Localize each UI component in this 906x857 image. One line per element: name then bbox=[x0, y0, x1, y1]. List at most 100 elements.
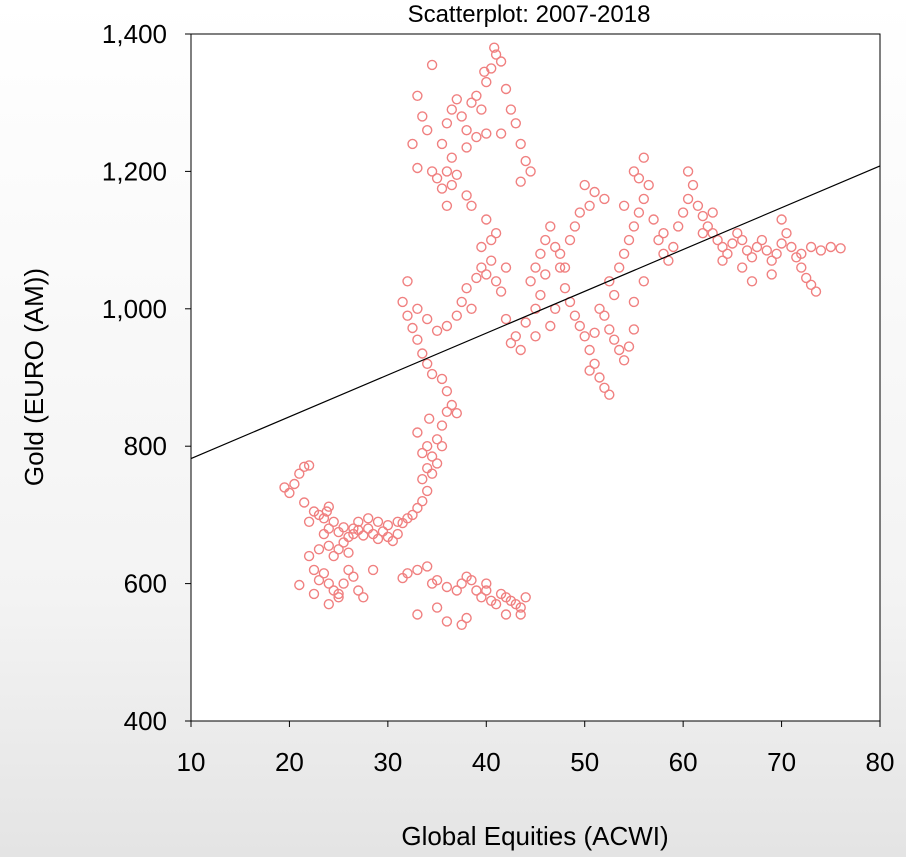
data-point bbox=[412, 609, 423, 620]
data-point bbox=[461, 283, 472, 294]
data-point bbox=[436, 441, 448, 452]
data-point bbox=[441, 616, 453, 627]
data-point bbox=[658, 227, 669, 239]
data-point bbox=[707, 207, 718, 218]
data-point bbox=[343, 564, 354, 576]
data-point bbox=[313, 544, 325, 555]
data-point bbox=[441, 406, 453, 417]
data-point bbox=[825, 241, 836, 253]
data-point bbox=[481, 578, 492, 589]
data-point bbox=[431, 173, 443, 184]
chart-title: Scatterplot: 2007-2018 bbox=[408, 1, 651, 28]
data-point bbox=[599, 193, 610, 205]
data-point bbox=[545, 320, 556, 332]
data-point bbox=[308, 588, 320, 600]
data-point bbox=[589, 358, 600, 369]
axis-ticks: 10 20 30 40 50 60 70 80 400 600 800 1,000 1,200 1,400 bbox=[102, 19, 895, 777]
data-point bbox=[431, 434, 443, 445]
data-point bbox=[530, 262, 541, 273]
data-point bbox=[574, 320, 585, 332]
y-tick-label: 600 bbox=[124, 569, 167, 599]
data-point bbox=[490, 49, 502, 60]
data-point bbox=[697, 227, 708, 239]
data-point bbox=[372, 516, 384, 527]
data-point bbox=[338, 537, 349, 548]
data-point bbox=[407, 138, 418, 150]
data-point bbox=[810, 286, 822, 297]
data-point bbox=[446, 399, 457, 411]
data-point bbox=[614, 344, 625, 356]
data-point bbox=[692, 200, 704, 212]
data-point bbox=[466, 575, 477, 586]
data-point bbox=[495, 56, 507, 67]
data-point bbox=[776, 214, 787, 225]
data-point bbox=[638, 193, 649, 205]
data-point bbox=[707, 227, 718, 239]
data-point bbox=[717, 241, 728, 253]
data-point bbox=[540, 234, 551, 246]
data-point bbox=[338, 522, 349, 533]
data-point bbox=[402, 568, 413, 579]
data-point bbox=[584, 200, 595, 212]
data-point bbox=[599, 382, 610, 393]
data-point bbox=[422, 313, 433, 325]
data-point bbox=[456, 619, 467, 630]
data-point bbox=[835, 243, 846, 254]
data-point bbox=[422, 124, 433, 136]
data-point bbox=[412, 90, 423, 102]
data-point bbox=[628, 221, 640, 232]
data-point bbox=[441, 386, 453, 397]
data-point bbox=[456, 296, 467, 308]
data-point bbox=[530, 303, 541, 314]
data-point bbox=[486, 234, 497, 246]
data-point bbox=[589, 327, 600, 338]
data-point bbox=[520, 317, 531, 328]
data-point bbox=[628, 166, 640, 177]
data-point bbox=[451, 585, 462, 596]
data-point bbox=[801, 272, 812, 284]
data-point bbox=[436, 183, 448, 194]
data-point bbox=[515, 609, 526, 620]
data-point bbox=[609, 289, 620, 301]
data-point bbox=[786, 241, 797, 253]
data-point bbox=[623, 341, 635, 352]
data-point bbox=[535, 248, 546, 260]
data-point bbox=[441, 320, 453, 332]
data-point bbox=[677, 207, 689, 218]
data-point bbox=[318, 513, 330, 524]
data-point bbox=[431, 575, 443, 586]
x-tick-label: 80 bbox=[866, 747, 895, 777]
data-point bbox=[638, 276, 649, 287]
y-tick-label: 800 bbox=[124, 431, 167, 461]
data-point bbox=[426, 451, 438, 462]
data-point bbox=[746, 276, 758, 287]
data-point bbox=[771, 248, 782, 260]
x-axis-label: Global Equities (ACWI) bbox=[401, 821, 668, 851]
data-point bbox=[682, 166, 694, 177]
data-point bbox=[441, 166, 453, 177]
data-point bbox=[431, 458, 443, 469]
data-point bbox=[633, 207, 645, 218]
data-point bbox=[422, 441, 433, 452]
data-point bbox=[422, 485, 433, 497]
data-point bbox=[456, 578, 467, 589]
data-point bbox=[426, 166, 438, 177]
data-point bbox=[589, 186, 600, 198]
data-point bbox=[284, 487, 295, 499]
data-point bbox=[299, 497, 310, 508]
data-point bbox=[289, 478, 300, 490]
plot-area bbox=[190, 33, 881, 722]
data-point bbox=[353, 585, 364, 596]
data-point bbox=[486, 255, 497, 266]
data-point bbox=[717, 255, 728, 266]
data-point bbox=[761, 245, 772, 256]
data-point bbox=[554, 262, 566, 273]
data-point bbox=[633, 173, 645, 184]
data-point bbox=[461, 612, 472, 624]
data-point bbox=[358, 592, 369, 603]
data-point bbox=[294, 579, 305, 591]
data-point bbox=[756, 234, 768, 246]
y-axis-label: Gold (EURO (AM)) bbox=[19, 268, 49, 486]
y-tick-label: 1,400 bbox=[102, 19, 167, 49]
data-point bbox=[456, 111, 467, 122]
